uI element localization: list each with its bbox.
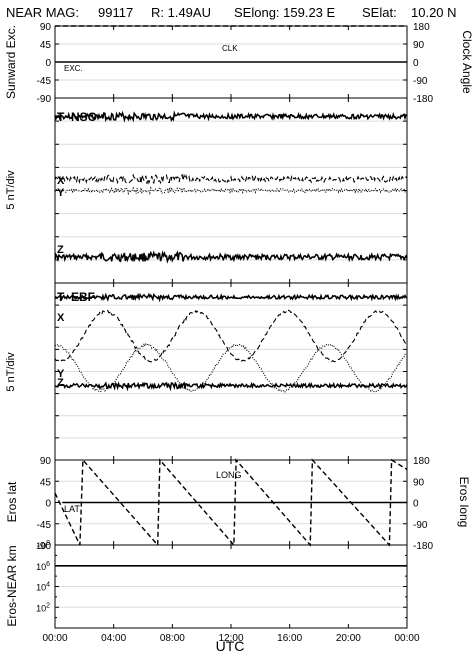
gridlines xyxy=(55,43,407,608)
x-tick-label: 04:00 xyxy=(101,633,126,644)
y-tick-label: 108 xyxy=(36,540,50,551)
distance-ylabel: Eros-NEAR km xyxy=(5,545,19,626)
y-tick-label-right: 180 xyxy=(413,22,430,33)
axis-ticks xyxy=(54,25,408,628)
x-tick-label: 16:00 xyxy=(277,633,302,644)
series-z xyxy=(54,381,408,392)
clk-label: CLK xyxy=(222,44,238,53)
ebf-x-label: X xyxy=(57,312,65,324)
y-tick-label-right: -90 xyxy=(413,76,428,87)
x-tick-label: 08:00 xyxy=(160,633,185,644)
series-t xyxy=(54,110,408,123)
ebf-y-label: Y xyxy=(57,368,65,380)
y-tick-label: 0 xyxy=(45,58,51,69)
y-tick-label: 106 xyxy=(36,561,50,572)
y-tick-label-right: 180 xyxy=(413,456,430,467)
y-tick-label: 102 xyxy=(36,602,50,613)
y-tick-label: 90 xyxy=(40,456,52,467)
angles-ylabel: Sunward Exc. xyxy=(4,25,18,99)
series-lines xyxy=(54,25,408,567)
ebf-ylabel: 5 nT/div xyxy=(5,352,17,392)
nso-y-label: Y xyxy=(57,187,65,199)
nso-annotation: NSO xyxy=(71,110,97,124)
x-tick-label: 00:00 xyxy=(394,633,419,644)
angles-ylabel-right: Clock Angle xyxy=(460,30,474,94)
nso-t-label: T xyxy=(57,110,65,124)
y-tick-label: 90 xyxy=(40,22,52,33)
y-tick-label: 104 xyxy=(36,582,50,593)
nso-x-label: X xyxy=(57,175,65,187)
series-t xyxy=(54,292,408,303)
header-day: 99117 xyxy=(98,5,133,20)
y-tick-label-right: 90 xyxy=(413,477,425,488)
x-tick-label: 12:00 xyxy=(218,633,243,644)
eros-ylabel-right: Eros long xyxy=(457,477,471,528)
y-tick-label-right: -90 xyxy=(413,520,428,531)
y-tick-label-right: 0 xyxy=(413,58,419,69)
nso-z-label: Z xyxy=(57,244,64,256)
y-tick-label: -90 xyxy=(37,541,52,552)
header-selat: SElat: xyxy=(362,5,397,20)
series-z xyxy=(54,250,408,264)
y-tick-label: 45 xyxy=(40,40,52,51)
header-selat-value: 10.20 N xyxy=(411,5,457,20)
exc-label: EXC. xyxy=(64,64,83,73)
tick-labels: 00:00 04:00 08:00 12:00 16:00 20:00 00:00 90 45 0… xyxy=(36,22,433,644)
y-tick-label: -45 xyxy=(37,520,52,531)
y-tick-label: 45 xyxy=(40,477,52,488)
ebf-t-label: T xyxy=(57,290,65,304)
series-y xyxy=(54,185,408,196)
header-distance: R: 1.49AU xyxy=(151,5,211,20)
nso-ylabel: 5 nT/div xyxy=(5,170,17,210)
y-tick-label: -90 xyxy=(37,94,52,105)
long-label: LONG xyxy=(216,470,242,480)
eros-ylabel: Eros lat xyxy=(5,481,19,522)
x-tick-label: 20:00 xyxy=(336,633,361,644)
y-tick-label-right: 90 xyxy=(413,40,425,51)
series-x xyxy=(54,173,408,186)
x-tick-label: 00:00 xyxy=(42,633,67,644)
ebf-z-label: Z xyxy=(57,377,64,389)
y-tick-label-right: -180 xyxy=(413,94,433,105)
y-tick-label-right: 0 xyxy=(413,499,419,510)
header-mission: NEAR MAG: xyxy=(6,5,79,20)
lat-label: LAT xyxy=(64,504,80,514)
series-x xyxy=(54,309,408,363)
y-tick-label: 0 xyxy=(45,499,51,510)
x-axis-label: UTC xyxy=(216,638,245,654)
ebf-annotation: EBF xyxy=(71,290,95,304)
y-tick-label-right: -180 xyxy=(413,541,433,552)
header: NEAR MAG: 99117 R: 1.49AU SElong: 159.23… xyxy=(6,5,457,20)
header-selong: SElong: 159.23 E xyxy=(234,5,336,20)
y-tick-label: -45 xyxy=(37,76,52,87)
